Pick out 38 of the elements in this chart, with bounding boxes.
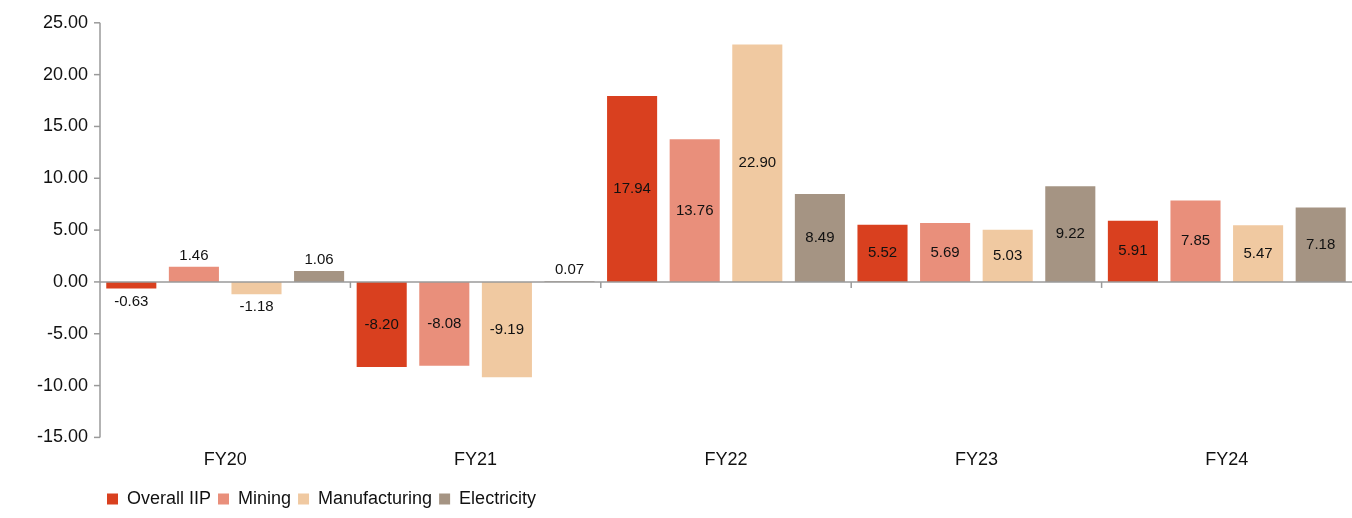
data-label: 7.18 <box>1306 234 1336 252</box>
data-label: 5.52 <box>867 243 898 261</box>
data-label: 8.49 <box>805 228 835 246</box>
legend-label: Overall IIP <box>127 487 212 508</box>
x-tick-label: FY24 <box>1205 449 1249 470</box>
y-tick-label: 25.00 <box>42 11 88 32</box>
y-tick-label: -15.00 <box>36 426 88 447</box>
y-tick-label: 20.00 <box>42 63 88 84</box>
x-tick-label: FY22 <box>704 449 748 470</box>
legend-label: Electricity <box>459 487 537 508</box>
legend-label: Manufacturing <box>318 487 433 508</box>
y-tick-label: -10.00 <box>36 374 88 395</box>
x-tick-label: FY21 <box>454 449 498 470</box>
data-label: 5.03 <box>993 246 1023 263</box>
data-label: -8.08 <box>427 313 462 331</box>
data-label: 5.69 <box>930 242 960 260</box>
data-label: -0.63 <box>114 291 149 309</box>
x-tick-label: FY23 <box>954 449 998 470</box>
data-label: 7.85 <box>1180 231 1211 249</box>
data-label: -9.19 <box>489 319 524 337</box>
y-tick-label: 15.00 <box>42 115 88 136</box>
data-label: -8.20 <box>364 314 399 332</box>
y-tick-label: -5.00 <box>46 322 88 343</box>
data-label: 9.22 <box>1055 224 1085 242</box>
data-label: -1.18 <box>239 297 274 315</box>
data-label: 5.91 <box>1118 241 1148 259</box>
data-label: 13.76 <box>675 200 714 218</box>
legend-label: Mining <box>238 487 292 508</box>
data-label: 17.94 <box>613 179 651 197</box>
y-tick-label: 10.00 <box>42 167 88 188</box>
data-label: 1.46 <box>179 245 209 263</box>
data-label: 0.07 <box>554 260 585 278</box>
y-tick-label: 0.00 <box>52 270 88 291</box>
x-tick-label: FY20 <box>203 449 247 470</box>
data-label: 5.47 <box>1243 243 1273 261</box>
data-label: 22.90 <box>738 153 777 171</box>
data-label: 1.06 <box>304 250 334 268</box>
y-tick-label: 5.00 <box>52 219 88 240</box>
